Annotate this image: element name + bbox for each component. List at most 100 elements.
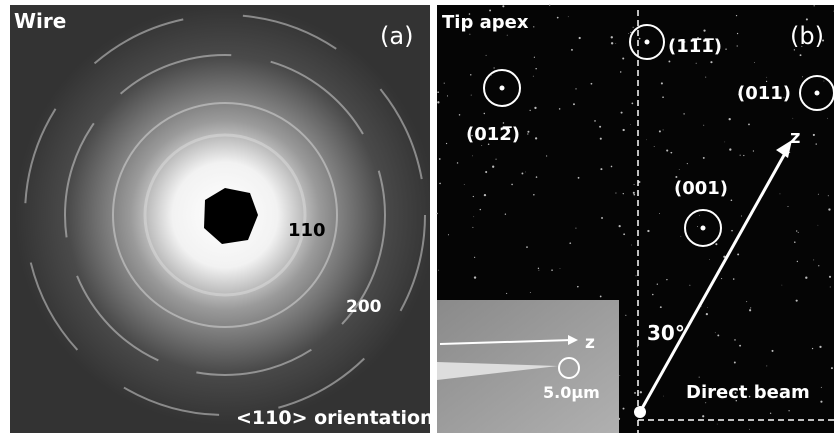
noise-dot [646, 139, 647, 140]
noise-dot [668, 61, 670, 63]
noise-dot [506, 293, 507, 294]
noise-dot [729, 148, 731, 150]
noise-dot [634, 184, 635, 185]
noise-dot [771, 350, 773, 352]
noise-dot [734, 362, 736, 364]
noise-dot [637, 346, 638, 347]
panel-b: Tip apex (b) (11̅1̅) (011) (012̅) (001) … [436, 4, 834, 433]
noise-dot [530, 110, 531, 111]
noise-dot [634, 392, 636, 394]
noise-dot [601, 217, 603, 219]
noise-dot [568, 16, 569, 17]
noise-dot [737, 45, 738, 46]
noise-dot [782, 285, 783, 286]
noise-dot [636, 275, 637, 276]
noise-dot [709, 259, 710, 260]
noise-dot [679, 169, 680, 170]
noise-dot [522, 173, 524, 175]
noise-dot [533, 26, 534, 27]
noise-dot [670, 152, 672, 154]
noise-dot [740, 155, 741, 156]
noise-dot [533, 194, 535, 196]
noise-dot [591, 83, 593, 85]
noise-dot [750, 307, 751, 308]
noise-dot [464, 184, 465, 185]
noise-dot [715, 332, 716, 333]
noise-dot [494, 67, 495, 68]
noise-dot [739, 345, 741, 347]
noise-dot [798, 232, 799, 233]
noise-dot [600, 138, 602, 140]
noise-dot [687, 163, 688, 164]
noise-dot [533, 76, 534, 77]
noise-dot [800, 54, 802, 56]
ring-label: 110 [288, 220, 326, 241]
noise-dot [473, 216, 474, 217]
noise-dot [802, 76, 803, 77]
noise-dot [491, 75, 492, 76]
noise-dot [474, 257, 475, 258]
noise-dot [647, 230, 649, 232]
noise-dot [457, 162, 458, 163]
noise-dot [816, 143, 817, 144]
noise-dot [753, 150, 754, 151]
noise-dot [525, 172, 526, 173]
noise-dot [611, 36, 613, 38]
noise-dot [527, 131, 529, 133]
noise-dot [527, 133, 528, 134]
noise-dot [663, 396, 664, 397]
noise-dot [437, 101, 439, 103]
noise-dot [534, 107, 536, 109]
noise-dot [615, 192, 616, 193]
noise-dot [780, 193, 781, 194]
spot-label: (012̅) [466, 124, 520, 145]
orientation-label: <110> orientation [236, 407, 434, 429]
noise-dot [821, 387, 822, 388]
noise-dot [654, 146, 655, 147]
noise-dot [630, 124, 631, 125]
noise-dot [492, 166, 494, 168]
noise-dot [666, 149, 668, 151]
noise-dot [535, 68, 536, 69]
noise-dot [746, 301, 747, 302]
noise-dot [766, 77, 767, 78]
noise-dot [820, 401, 822, 403]
noise-dot [484, 113, 485, 114]
noise-dot [705, 77, 706, 78]
noise-dot [569, 242, 571, 244]
noise-dot [630, 32, 631, 33]
noise-dot [706, 313, 708, 315]
noise-dot [689, 285, 690, 286]
noise-dot [824, 81, 825, 82]
noise-dot [472, 227, 473, 228]
noise-dot [530, 292, 531, 293]
noise-dot [631, 245, 632, 246]
diffraction-spot [500, 86, 505, 91]
noise-dot [703, 30, 705, 32]
noise-dot [702, 415, 704, 417]
noise-dot [734, 339, 736, 341]
noise-dot [633, 194, 635, 196]
noise-dot [473, 196, 474, 197]
noise-dot [640, 391, 642, 393]
noise-dot [507, 35, 508, 36]
panel-title: Tip apex [442, 12, 529, 33]
noise-dot [560, 268, 561, 269]
scale-label: 5.0μm [543, 383, 600, 402]
noise-dot [575, 88, 576, 89]
noise-dot [571, 49, 573, 51]
noise-dot [818, 225, 819, 226]
noise-dot [448, 234, 449, 235]
noise-dot [813, 134, 815, 136]
noise-dot [639, 38, 641, 40]
noise-dot [659, 213, 660, 214]
noise-dot [599, 126, 601, 128]
noise-dot [551, 269, 553, 271]
noise-dot [699, 377, 700, 378]
noise-dot [623, 408, 625, 410]
noise-dot [496, 159, 497, 160]
noise-dot [792, 118, 793, 119]
noise-dot [438, 270, 439, 271]
noise-dot [737, 253, 739, 255]
noise-dot [439, 183, 441, 185]
